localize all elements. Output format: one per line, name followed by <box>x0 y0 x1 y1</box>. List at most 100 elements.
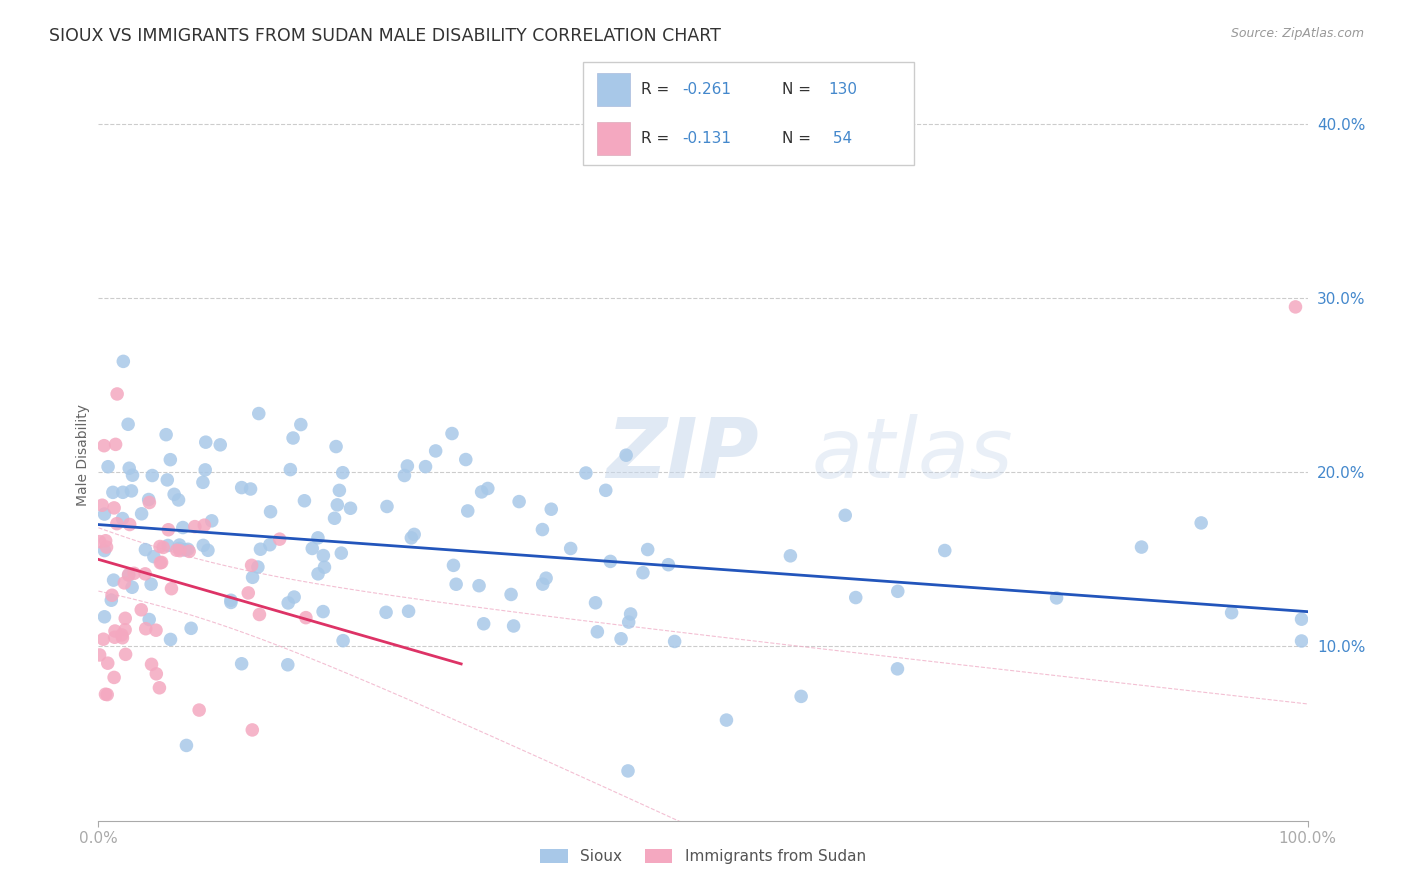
Sioux <box>394 468 416 483</box>
Sioux <box>307 531 329 545</box>
Sioux <box>330 546 353 560</box>
Sioux <box>325 440 347 454</box>
Sioux <box>599 554 621 568</box>
Sioux <box>454 452 477 467</box>
Sioux <box>100 593 122 607</box>
Sioux <box>111 485 134 500</box>
Immigrants from Sudan <box>89 648 111 662</box>
Sioux <box>631 566 654 580</box>
Sioux <box>259 505 281 519</box>
Sioux <box>404 527 426 541</box>
Sioux <box>617 764 640 778</box>
Immigrants from Sudan <box>249 607 271 622</box>
Sioux <box>142 549 165 564</box>
Immigrants from Sudan <box>89 534 111 549</box>
Sioux <box>502 619 524 633</box>
Sioux <box>716 713 738 727</box>
Immigrants from Sudan <box>149 540 172 554</box>
Sioux <box>121 580 143 594</box>
Text: Source: ZipAtlas.com: Source: ZipAtlas.com <box>1230 27 1364 40</box>
Immigrants from Sudan <box>149 556 172 570</box>
Sioux <box>249 542 271 557</box>
Sioux <box>845 591 868 605</box>
Sioux <box>283 590 305 604</box>
Sioux <box>239 482 262 496</box>
Immigrants from Sudan <box>93 632 115 647</box>
Sioux <box>508 494 530 508</box>
Sioux <box>118 568 141 582</box>
Immigrants from Sudan <box>157 523 180 537</box>
Y-axis label: Male Disability: Male Disability <box>76 404 90 506</box>
Immigrants from Sudan <box>104 437 127 451</box>
Text: atlas: atlas <box>811 415 1014 495</box>
Sioux <box>219 593 242 607</box>
Immigrants from Sudan <box>295 610 318 624</box>
Text: ZIP: ZIP <box>606 415 759 495</box>
Immigrants from Sudan <box>160 582 183 596</box>
Immigrants from Sudan <box>103 500 125 515</box>
Sioux <box>396 458 419 473</box>
Immigrants from Sudan <box>114 623 136 637</box>
Immigrants from Sudan <box>240 723 263 737</box>
Sioux <box>332 466 354 480</box>
FancyBboxPatch shape <box>583 62 914 165</box>
Immigrants from Sudan <box>152 541 174 555</box>
Text: R =: R = <box>641 131 675 146</box>
Immigrants from Sudan <box>138 495 160 509</box>
Sioux <box>326 498 349 512</box>
Sioux <box>934 543 956 558</box>
Sioux <box>277 596 299 610</box>
Sioux <box>560 541 582 556</box>
Sioux <box>242 570 264 584</box>
Sioux <box>111 511 134 525</box>
Sioux <box>169 538 191 552</box>
Immigrants from Sudan <box>112 575 135 590</box>
Immigrants from Sudan <box>114 648 136 662</box>
Sioux <box>156 539 179 553</box>
Sioux <box>620 607 643 621</box>
Sioux <box>332 633 354 648</box>
Sioux <box>307 566 329 581</box>
Sioux <box>197 543 219 558</box>
Immigrants from Sudan <box>179 544 201 558</box>
Immigrants from Sudan <box>111 631 134 645</box>
Immigrants from Sudan <box>134 566 156 581</box>
Text: -0.131: -0.131 <box>683 131 731 146</box>
Sioux <box>180 621 202 635</box>
Immigrants from Sudan <box>117 567 139 582</box>
Text: N =: N = <box>782 81 815 96</box>
Text: 130: 130 <box>828 81 858 96</box>
Sioux <box>231 657 253 671</box>
Sioux <box>141 468 163 483</box>
Sioux <box>294 493 316 508</box>
Sioux <box>586 624 609 639</box>
Sioux <box>637 542 659 557</box>
Immigrants from Sudan <box>150 555 173 569</box>
Sioux <box>93 609 115 624</box>
Sioux <box>174 543 197 558</box>
Immigrants from Sudan <box>188 703 211 717</box>
Immigrants from Sudan <box>145 624 167 638</box>
Sioux <box>312 549 335 563</box>
Immigrants from Sudan <box>148 681 170 695</box>
Sioux <box>93 507 115 521</box>
Sioux <box>280 462 302 476</box>
Sioux <box>323 511 346 525</box>
Sioux <box>176 739 198 753</box>
Legend: Sioux, Immigrants from Sudan: Sioux, Immigrants from Sudan <box>540 849 866 864</box>
Immigrants from Sudan <box>240 558 263 573</box>
Immigrants from Sudan <box>104 624 127 638</box>
Sioux <box>194 463 217 477</box>
Sioux <box>531 577 554 591</box>
Sioux <box>120 483 142 498</box>
Sioux <box>167 492 190 507</box>
Sioux <box>93 543 115 558</box>
Sioux <box>177 542 200 557</box>
Sioux <box>1130 540 1153 554</box>
Sioux <box>281 431 304 445</box>
Point <box>1284 300 1306 314</box>
Immigrants from Sudan <box>91 498 114 512</box>
Sioux <box>301 541 323 556</box>
Sioux <box>779 549 801 563</box>
Immigrants from Sudan <box>166 543 188 558</box>
